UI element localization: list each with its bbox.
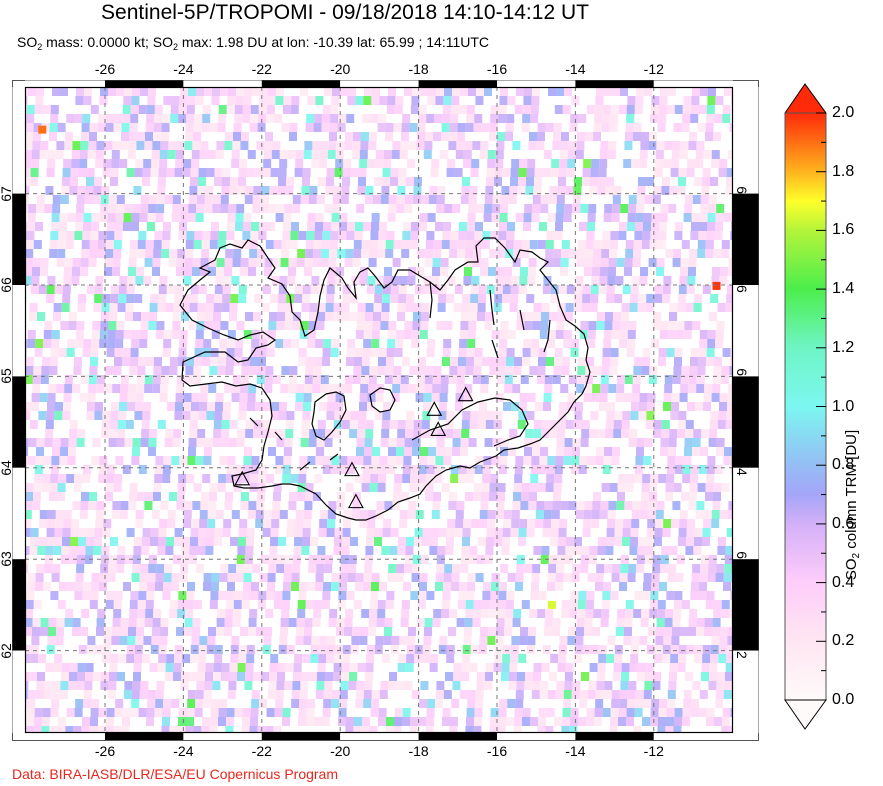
colorbar-tick-label: 1.4 [832,280,855,298]
subscript: 2 [172,42,178,52]
lat-tick-label: 63 [734,551,750,567]
colorbar-tick-label: 0.4 [832,573,855,591]
subtitle-text: SO [17,34,38,50]
lat-tick-label: 64 [0,460,14,476]
lat-tick-label: 67 [734,185,750,202]
colorbar-title-text: column TRM [DU] [843,429,860,553]
lat-tick-label: 62 [0,642,14,659]
colorbar-tick-label: 0.2 [832,632,855,650]
subtitle-text: max: 1.98 DU at lon: -10.39 lat: 65.99 ;… [178,34,490,50]
lat-tick-label: 65 [0,368,14,385]
subscript: 2 [851,552,862,559]
lon-tick-label: -12 [643,743,664,759]
colorbar-title: SO2 column TRM [DU] [843,405,862,605]
volcano-markers [234,386,474,509]
lon-tick-label: -12 [643,61,664,77]
colorbar-over-triangle [784,83,827,114]
lon-tick-label: -24 [173,61,194,77]
lon-tick-label: -14 [565,743,586,759]
lat-tick-label: 67 [0,185,14,202]
lon-tick-label: -16 [486,743,508,759]
map-inner-frame [24,86,734,734]
volcano-icon [347,493,364,509]
volcano-icon [426,401,443,416]
colorbar-tick-label: 1.8 [832,162,855,180]
colorbar-under-triangle [784,699,827,730]
lon-tick-label: -16 [486,61,508,77]
lon-tick-label: -18 [408,743,429,759]
colorbar-tick-label: 1.6 [832,221,855,239]
colorbar-tick-label: 1.0 [832,397,855,415]
lon-tick-label: -26 [94,743,116,759]
lon-tick-label: -18 [408,61,429,77]
lon-tick-label: -26 [94,61,116,77]
lon-tick-label: -20 [330,743,351,759]
lon-tick-label: -22 [251,61,272,77]
colorbar-tick-label: 1.2 [832,338,855,356]
volcano-icon [457,386,474,402]
iceland-coastline [179,237,591,521]
chart-title: Sentinel-5P/TROPOMI - 09/18/2018 14:10-1… [101,1,589,24]
lat-tick-label: 66 [734,277,750,293]
colorbar-title-text: SO [843,558,860,581]
volcano-icon [344,461,360,477]
so2-pixels [25,87,733,733]
lat-tick-label: 64 [734,460,750,476]
colorbar-tick-label: 2.0 [832,104,855,121]
lon-tick-label: -14 [565,61,586,77]
chart-subtitle: SO2 mass: 0.0000 kt; SO2 max: 1.98 DU at… [17,33,489,56]
lon-tick-label: -20 [330,61,351,77]
colorbar [784,83,827,730]
subtitle-text: mass: 0.0000 kt; SO [42,34,173,50]
colorbar-tick-label: 0.0 [832,691,855,708]
lat-tick-label: 66 [0,277,14,293]
data-credit: Data: BIRA-IASB/DLR/ESA/EU Copernicus Pr… [12,766,339,782]
graticule [25,87,733,733]
colorbar-tick-label: 0.8 [832,456,855,474]
lon-tick-label: -22 [251,743,272,759]
volcano-icon [234,470,251,486]
lat-tick-label: 65 [734,368,750,385]
subscript: 2 [37,42,43,52]
lat-tick-label: 63 [0,551,14,567]
axis-bars [12,80,759,740]
lat-tick-label: 62 [734,642,750,659]
lon-tick-label: -24 [173,743,194,759]
volcano-icon [430,421,447,436]
colorbar-tick-label: 0.6 [832,514,855,532]
